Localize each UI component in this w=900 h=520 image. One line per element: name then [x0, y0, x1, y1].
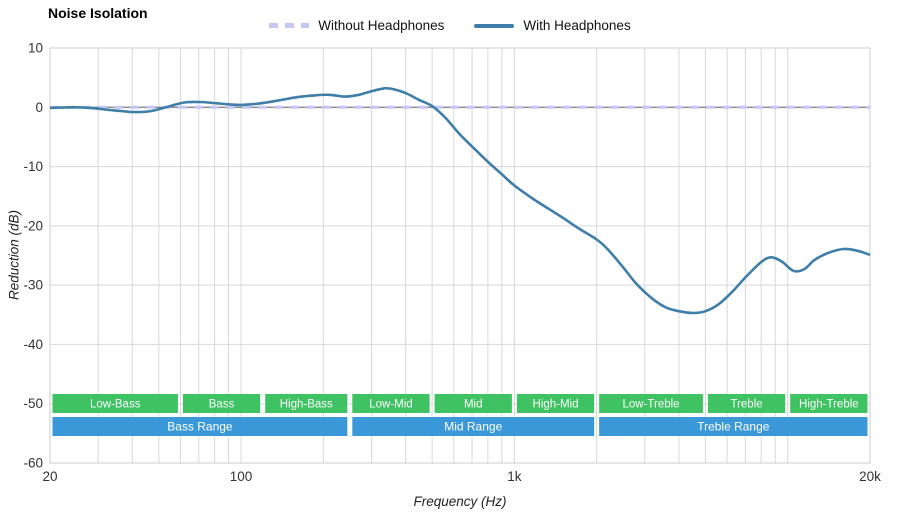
- band-label: Low-Treble: [622, 399, 679, 411]
- plot-border: [49, 47, 871, 464]
- data-series: [49, 86, 871, 315]
- band-label: Treble: [730, 399, 762, 411]
- x-tick-label: 1k: [507, 469, 522, 484]
- y-tick-label: -60: [23, 456, 43, 471]
- border-rect: [49, 47, 871, 464]
- y-tick-label: -10: [23, 159, 43, 174]
- band-box: [182, 394, 261, 413]
- x-tick-label: 20: [42, 469, 57, 484]
- x-axis-title: Frequency (Hz): [413, 494, 507, 509]
- band-box: [790, 394, 868, 413]
- band-box: [599, 417, 868, 436]
- band-box: [352, 417, 595, 436]
- y-tick-label: 0: [35, 100, 43, 115]
- band-box: [516, 394, 595, 413]
- band-box: [52, 394, 178, 413]
- solid-line-swatch-icon: [474, 23, 515, 28]
- series-line-with-headphones: [49, 86, 871, 315]
- legend-item-without-headphones[interactable]: Without Headphones: [269, 18, 444, 33]
- band-label: Mid Range: [444, 420, 502, 434]
- legend-label-with-headphones: With Headphones: [523, 18, 631, 33]
- band-label: High-Mid: [533, 399, 579, 411]
- band-label: Mid: [464, 399, 483, 411]
- band-box: [599, 394, 703, 413]
- band-box: [265, 394, 348, 413]
- band-box: [52, 417, 348, 436]
- band-label: Treble Range: [697, 420, 770, 434]
- band-box: [707, 394, 786, 413]
- band-box: [434, 394, 512, 413]
- y-axis-title: Reduction (dB): [6, 209, 22, 301]
- y-tick-label: 10: [28, 41, 43, 56]
- band-label: Low-Mid: [369, 399, 412, 411]
- y-tick-label: -40: [23, 337, 43, 352]
- band-label: High-Bass: [280, 399, 333, 411]
- x-tick-label: 20k: [859, 469, 881, 484]
- band-box: [352, 394, 430, 413]
- band-label: High-Treble: [799, 399, 859, 411]
- legend: Without Headphones With Headphones: [0, 18, 900, 33]
- legend-item-with-headphones[interactable]: With Headphones: [474, 18, 631, 33]
- y-tick-label: -20: [23, 218, 43, 233]
- y-tick-label: -30: [23, 278, 43, 293]
- chart-title: Noise Isolation: [48, 5, 148, 21]
- legend-label-without-headphones: Without Headphones: [318, 18, 445, 33]
- x-tick-label: 100: [230, 469, 253, 484]
- band-label: Bass: [209, 399, 235, 411]
- dashed-line-swatch-icon: [269, 23, 310, 28]
- band-label: Bass Range: [167, 420, 233, 434]
- y-tick-label: -50: [23, 396, 43, 411]
- band-label: Low-Bass: [90, 399, 141, 411]
- frequency-band-labels: Low-Bass Bass High-Bass Low-Mid Mid High-Mid L…: [52, 394, 868, 436]
